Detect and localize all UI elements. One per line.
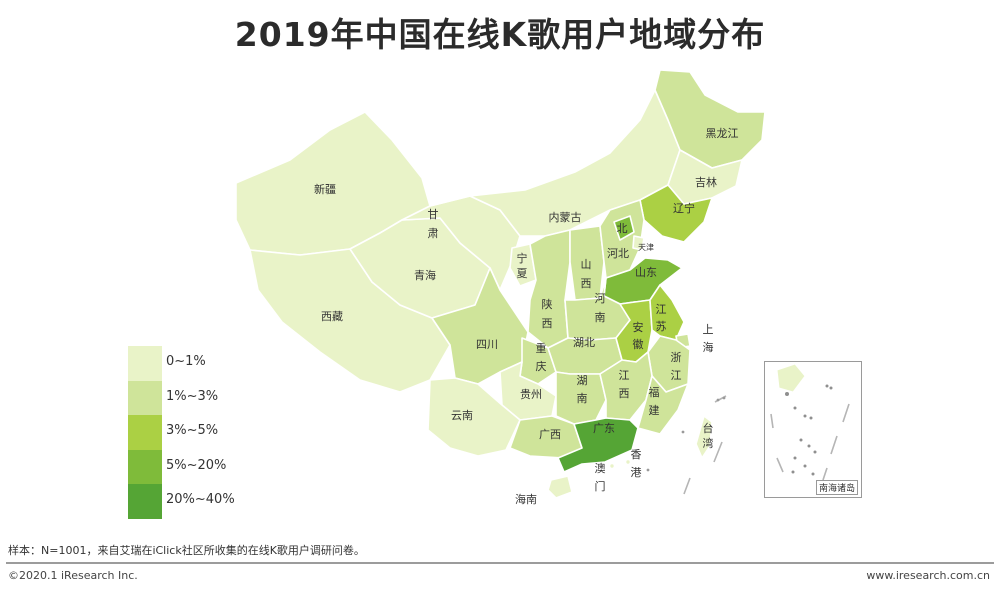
legend-label: 0~1% xyxy=(166,354,206,369)
label-taiwan: 台 xyxy=(703,421,714,435)
province-fujian[interactable] xyxy=(637,375,689,435)
label-guangxi: 广西 xyxy=(539,428,561,441)
legend-swatch xyxy=(128,346,162,381)
label-gansu-2: 肃 xyxy=(428,227,439,240)
label-chongqing-2: 庆 xyxy=(536,359,547,373)
label-zhejiang: 浙 xyxy=(671,351,682,364)
label-macau: 澳 xyxy=(595,462,606,475)
label-liaoning: 辽宁 xyxy=(673,201,695,215)
label-hunan: 湖 xyxy=(577,374,588,387)
province-tianjin[interactable] xyxy=(632,235,645,251)
footer-divider xyxy=(6,562,994,564)
label-chongqing: 重 xyxy=(536,341,547,355)
inset-label: 南海诸岛 xyxy=(815,480,858,495)
label-hongkong: 香 xyxy=(631,448,642,461)
label-taiwan-2: 湾 xyxy=(703,436,714,450)
label-fujian-2: 建 xyxy=(649,403,660,417)
legend-swatch xyxy=(128,484,162,519)
legend-swatch xyxy=(128,449,162,485)
label-shanghai: 上 xyxy=(703,323,714,336)
region-hongkong[interactable] xyxy=(624,458,632,466)
province-jiangsu[interactable] xyxy=(649,284,685,341)
label-heilongjiang: 黑龙江 xyxy=(706,127,739,140)
province-beijing[interactable] xyxy=(613,215,635,241)
label-hubei: 湖北 xyxy=(573,336,595,349)
label-macau-2: 门 xyxy=(595,479,606,493)
label-jilin: 吉林 xyxy=(695,175,717,189)
legend-label: 1%~3% xyxy=(166,388,219,404)
province-taiwan[interactable] xyxy=(695,415,713,459)
label-shandong: 山东 xyxy=(635,266,657,279)
label-hongkong-2: 港 xyxy=(631,466,642,479)
label-hebei: 河北 xyxy=(607,247,629,260)
label-guangdong: 广东 xyxy=(593,422,615,435)
label-jiangxi-2: 西 xyxy=(619,387,630,400)
label-shanghai-2: 海 xyxy=(703,340,714,354)
legend-swatch xyxy=(128,415,162,450)
label-ningxia: 宁 xyxy=(517,251,528,265)
province-labels: 新疆 西藏 青海 甘 肃 内蒙古 黑龙江 吉林 辽宁 宁 夏 陕 西 山 西 河… xyxy=(314,127,739,506)
label-gansu: 甘 xyxy=(428,208,439,221)
label-fujian: 福 xyxy=(649,385,660,399)
label-guizhou: 贵州 xyxy=(520,388,542,401)
label-beijing: 北 xyxy=(617,222,628,235)
province-heilongjiang[interactable] xyxy=(654,69,766,169)
label-neimenggu: 内蒙古 xyxy=(549,210,582,224)
copyright-text: ©2020.1 iResearch Inc. xyxy=(8,569,138,582)
province-hainan[interactable] xyxy=(547,475,573,499)
province-shaanxi[interactable] xyxy=(527,229,571,349)
label-ningxia-2: 夏 xyxy=(517,267,528,280)
legend-label: 3%~5% xyxy=(166,423,219,439)
province-guangdong[interactable] xyxy=(557,417,639,473)
label-hainan: 海南 xyxy=(515,492,537,506)
label-shanxi: 山 xyxy=(581,258,592,271)
label-zhejiang-2: 江 xyxy=(671,369,682,382)
province-ningxia[interactable] xyxy=(509,243,537,287)
page-title: 2019年中国在线K歌用户地域分布 xyxy=(234,15,766,54)
legend-label: 20%~40% xyxy=(166,492,235,508)
region-macau[interactable] xyxy=(608,462,616,470)
south-china-sea-inset: 南海诸岛 xyxy=(764,361,862,498)
label-jiangsu: 江 xyxy=(656,303,667,316)
label-xinjiang: 新疆 xyxy=(314,182,336,196)
label-anhui-2: 徽 xyxy=(633,337,644,351)
label-sichuan: 四川 xyxy=(476,338,498,351)
sample-note: 样本：N=1001，来自艾瑞在iClick社区所收集的在线K歌用户调研问卷。 xyxy=(8,544,365,557)
province-yunnan[interactable] xyxy=(427,377,521,457)
label-shaanxi: 陕 xyxy=(542,297,553,311)
label-shaanxi-2: 西 xyxy=(542,317,553,330)
label-tianjin: 天津 xyxy=(638,242,654,252)
label-yunnan: 云南 xyxy=(451,409,473,422)
inset-map xyxy=(770,363,850,481)
website-link[interactable]: www.iresearch.com.cn xyxy=(866,569,990,582)
label-hunan-2: 南 xyxy=(577,392,588,405)
label-qinghai: 青海 xyxy=(414,268,436,282)
label-jiangsu-2: 苏 xyxy=(656,320,667,333)
legend-swatch xyxy=(128,380,162,416)
label-henan-2: 南 xyxy=(595,311,606,324)
legend-label: 5%~20% xyxy=(166,457,227,473)
label-xizang: 西藏 xyxy=(321,310,343,323)
island-dots xyxy=(646,396,726,472)
label-anhui: 安 xyxy=(633,320,644,334)
label-jiangxi: 江 xyxy=(619,369,630,382)
label-henan: 河 xyxy=(595,292,606,305)
label-shanxi-2: 西 xyxy=(581,277,592,290)
